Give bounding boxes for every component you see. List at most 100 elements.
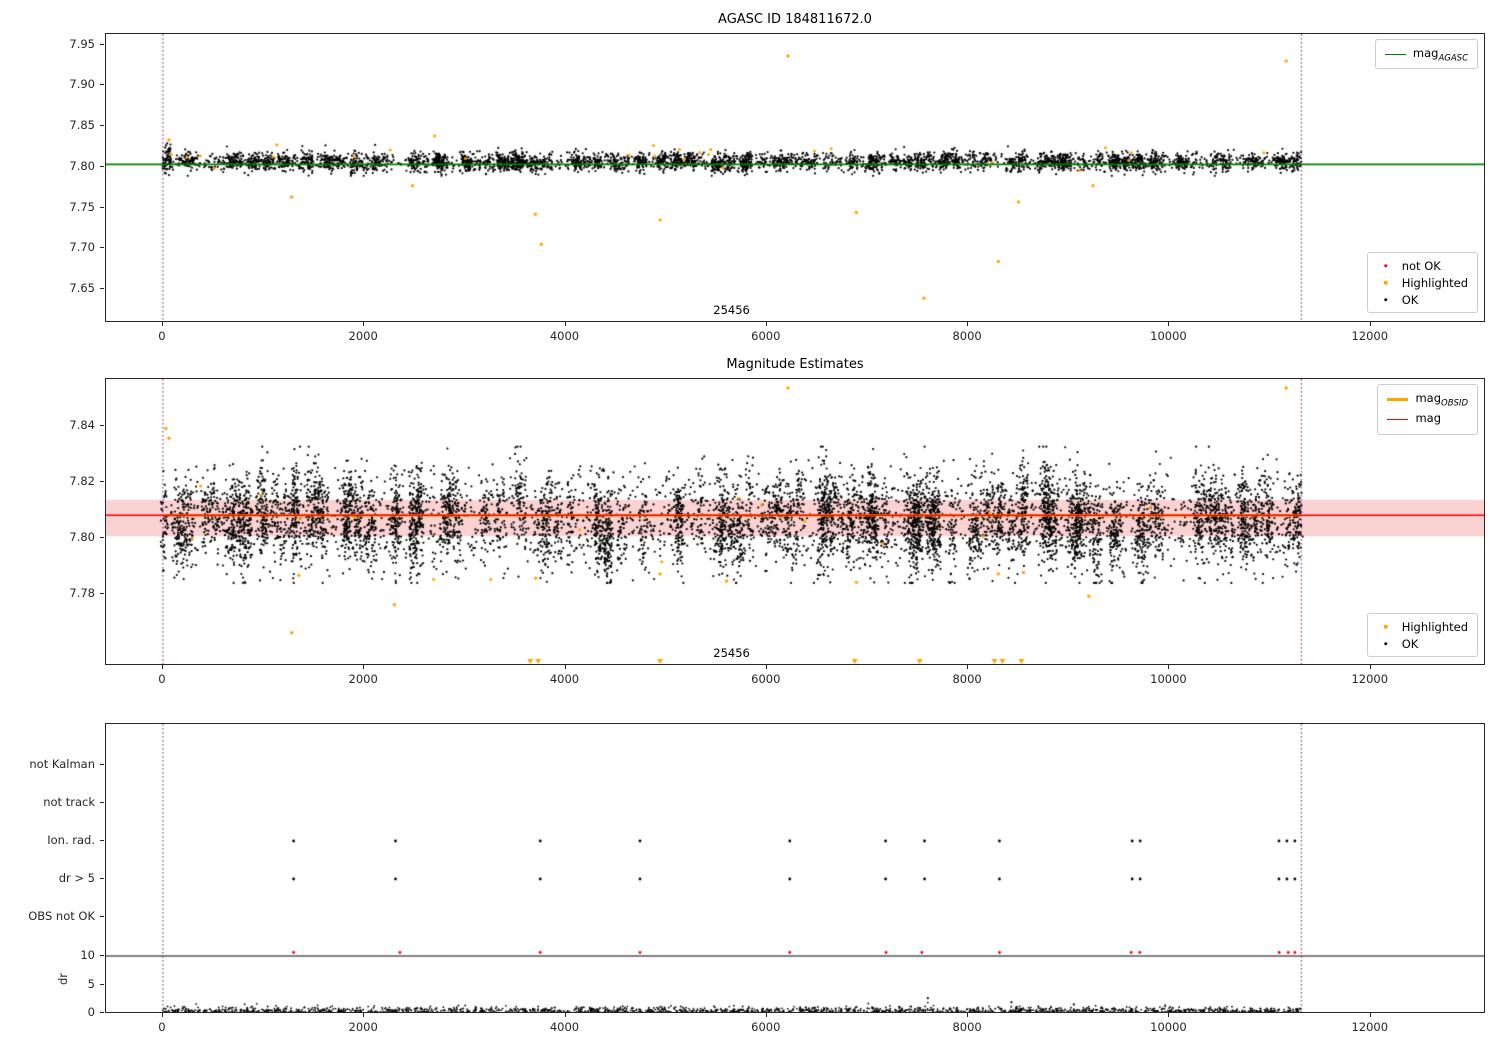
y-tick-mark: [100, 165, 104, 167]
x-tick-label: 8000: [952, 1020, 982, 1034]
x-tick-label: 10000: [1150, 672, 1187, 686]
x-tick-mark: [564, 1013, 566, 1017]
plot3-canvas: [106, 724, 1484, 1012]
x-tick-label: 0: [158, 672, 166, 686]
legend-label-mag-agasc: magAGASC: [1412, 45, 1468, 63]
y-tick-mark: [100, 288, 104, 290]
plot1-title: AGASC ID 184811672.0: [718, 12, 872, 27]
x-tick-mark: [765, 1013, 767, 1017]
x-tick-mark: [765, 665, 767, 669]
y-tick-mark: [100, 592, 104, 594]
highlighted-dot-icon: [1377, 278, 1395, 288]
legend-item-mag-agasc: magAGASC: [1384, 44, 1468, 64]
dr-tick-mark: [100, 955, 104, 956]
y-tick-mark: [100, 536, 104, 538]
legend-label-mag: mag: [1415, 410, 1442, 425]
plot1-obsid-annotation: 25456: [713, 303, 750, 317]
y-tick-label: 7.75: [69, 199, 95, 214]
mag-agasc-line-swatch: [1384, 53, 1406, 55]
plot2-title: Magnitude Estimates: [726, 357, 864, 372]
x-tick-mark: [1369, 1013, 1371, 1017]
highlighted-dot-icon: [1377, 622, 1395, 632]
y-tick-label: 7.84: [69, 417, 95, 432]
category-tick-mark: [100, 916, 104, 917]
legend-item-mag-obsid: magOBSID: [1387, 389, 1468, 409]
y-tick-mark: [100, 125, 104, 127]
y-tick-label: 7.82: [69, 473, 95, 488]
y-tick-mark: [100, 84, 104, 86]
legend-label-highlighted: Highlighted: [1401, 619, 1468, 634]
x-tick-label: 0: [158, 1020, 166, 1034]
category-tick-label: dr > 5: [58, 871, 95, 885]
category-tick-label: not track: [43, 795, 95, 809]
y-tick-label: 7.78: [69, 585, 95, 600]
x-tick-mark: [161, 322, 163, 326]
x-tick-mark: [363, 665, 365, 669]
category-tick-label: Ion. rad.: [47, 833, 95, 847]
x-tick-mark: [967, 665, 969, 669]
plot-flags-dr: [105, 723, 1485, 1013]
x-tick-label: 6000: [751, 329, 781, 343]
legend-item-highlighted: Highlighted: [1377, 274, 1468, 291]
x-tick-mark: [564, 322, 566, 326]
plot1-canvas: [106, 34, 1484, 321]
legend-label-ok: OK: [1401, 636, 1419, 651]
dr-tick-mark: [100, 1012, 104, 1013]
category-tick-label: OBS not OK: [28, 909, 95, 923]
legend-item-not-ok: not OK: [1377, 257, 1468, 274]
y-tick-label: 7.65: [69, 281, 95, 296]
plot-magnitude-estimates: magOBSID mag Highlighted OK 25456: [105, 378, 1485, 665]
x-tick-label: 12000: [1351, 329, 1389, 343]
category-tick-mark: [100, 840, 104, 841]
legend-item-ok: OK: [1377, 291, 1468, 308]
legend-item-ok: OK: [1377, 635, 1468, 652]
plot1-line-legend: magAGASC: [1374, 39, 1478, 70]
mag-obsid-line-swatch: [1387, 397, 1409, 401]
x-tick-label: 2000: [348, 1020, 378, 1034]
y-tick-mark: [100, 480, 104, 482]
plot2-point-legend: Highlighted OK: [1366, 613, 1478, 657]
y-tick-mark: [100, 43, 104, 45]
x-tick-mark: [967, 322, 969, 326]
x-tick-mark: [1369, 322, 1371, 326]
x-tick-label: 2000: [348, 329, 378, 343]
x-tick-label: 2000: [348, 672, 378, 686]
y-tick-label: 7.80: [69, 529, 95, 544]
x-tick-mark: [161, 1013, 163, 1017]
dr-tick-label: 5: [87, 976, 95, 991]
x-tick-label: 6000: [751, 1020, 781, 1034]
category-tick-mark: [100, 878, 104, 879]
plot2-obsid-annotation: 25456: [713, 646, 750, 660]
ok-dot-icon: [1377, 639, 1395, 649]
legend-label-mag-obsid: magOBSID: [1415, 390, 1468, 408]
x-tick-mark: [765, 322, 767, 326]
legend-label-ok: OK: [1401, 292, 1419, 307]
x-tick-label: 6000: [751, 672, 781, 686]
legend-label-highlighted: Highlighted: [1401, 275, 1468, 290]
y-tick-label: 7.85: [69, 118, 95, 133]
category-tick-label: not Kalman: [29, 757, 95, 771]
dr-tick-label: 0: [87, 1005, 95, 1019]
not-ok-dot-icon: [1377, 261, 1395, 271]
y-tick-mark: [100, 206, 104, 208]
y-tick-label: 7.90: [69, 77, 95, 92]
x-tick-label: 0: [158, 329, 166, 343]
y-tick-mark: [100, 247, 104, 249]
dr-tick-mark: [100, 983, 104, 985]
legend-item-mag: mag: [1387, 409, 1468, 429]
x-tick-mark: [967, 1013, 969, 1017]
x-tick-mark: [1168, 665, 1170, 669]
x-tick-mark: [1369, 665, 1371, 669]
dr-tick-label: 10: [80, 948, 95, 962]
x-tick-label: 12000: [1351, 672, 1389, 686]
plot-agasc-magnitudes: magAGASC not OK Highlighted OK 25456: [105, 33, 1485, 322]
legend-item-highlighted: Highlighted: [1377, 618, 1468, 635]
ok-dot-icon: [1377, 295, 1395, 305]
x-tick-mark: [1168, 322, 1170, 326]
x-tick-label: 4000: [549, 329, 580, 343]
x-tick-mark: [564, 665, 566, 669]
plot1-point-legend: not OK Highlighted OK: [1366, 252, 1478, 313]
x-tick-label: 12000: [1351, 1020, 1389, 1034]
legend-label-not-ok: not OK: [1401, 258, 1441, 273]
plot2-line-legend: magOBSID mag: [1377, 384, 1478, 435]
